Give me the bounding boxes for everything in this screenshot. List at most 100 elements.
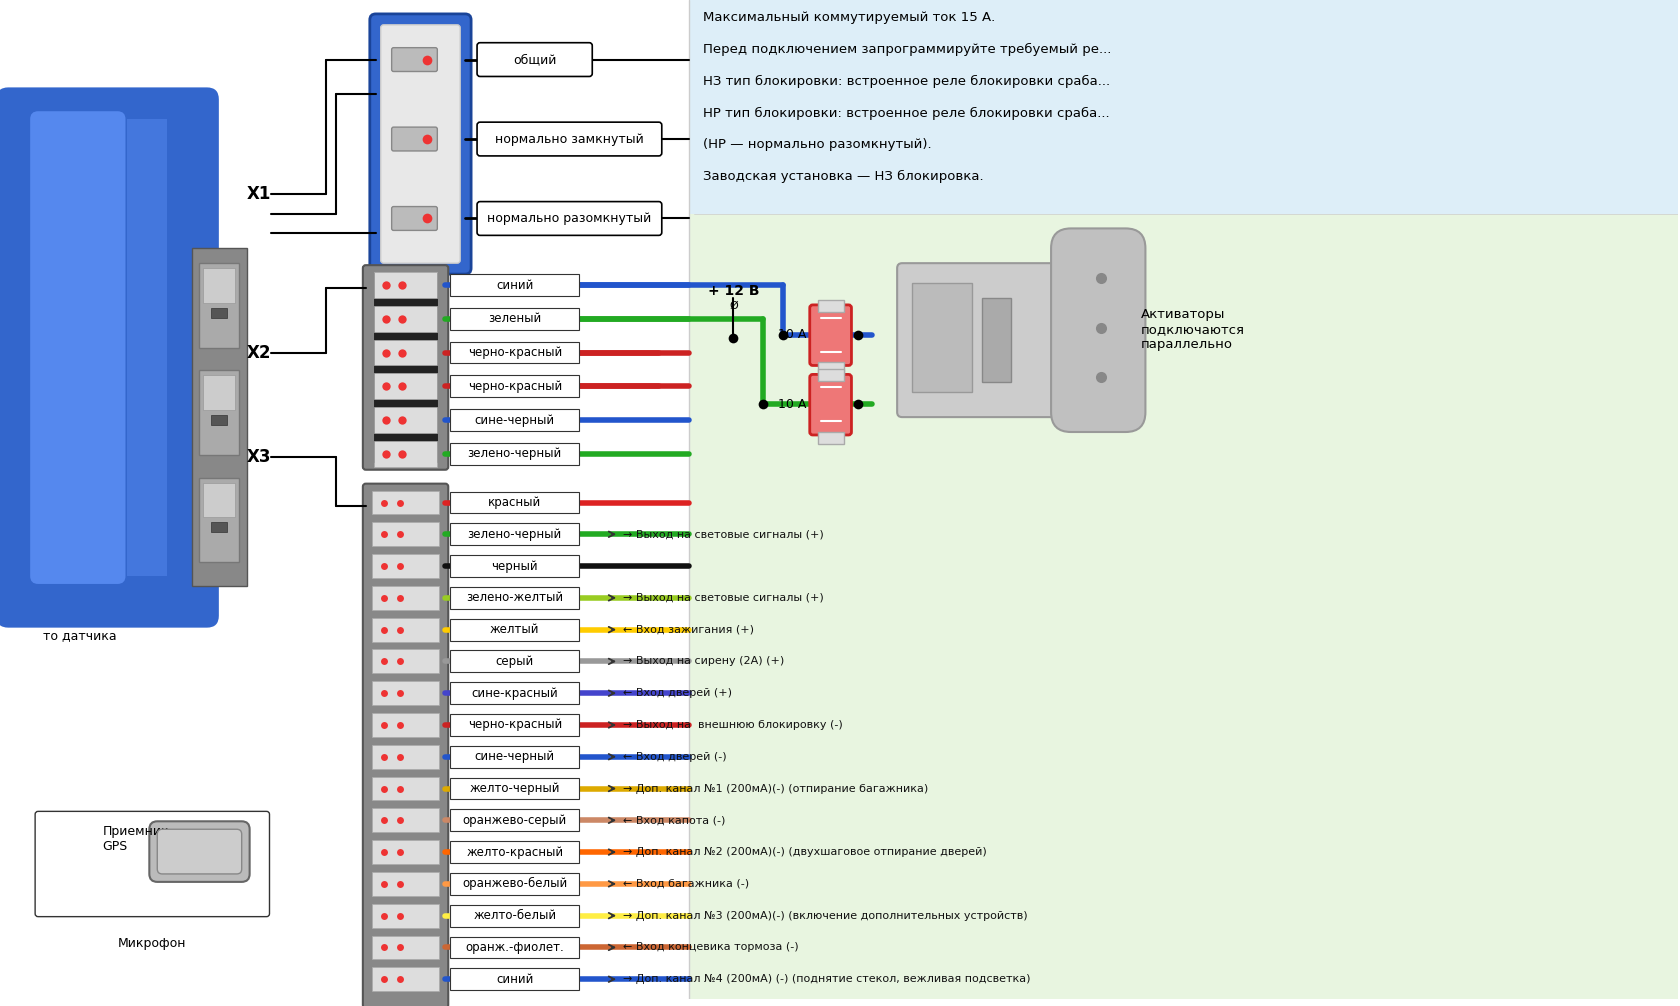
Bar xyxy=(210,522,227,532)
Bar xyxy=(371,840,438,864)
FancyBboxPatch shape xyxy=(363,266,449,470)
Bar xyxy=(210,415,227,426)
Bar xyxy=(450,274,580,296)
FancyBboxPatch shape xyxy=(158,829,242,874)
Bar xyxy=(689,213,1677,999)
Bar xyxy=(450,682,580,704)
Bar xyxy=(371,968,438,991)
FancyBboxPatch shape xyxy=(150,821,250,882)
Text: черно-красный: черно-красный xyxy=(467,380,561,392)
Text: (НР — нормально разомкнутый).: (НР — нормально разомкнутый). xyxy=(702,139,931,152)
Bar xyxy=(450,873,580,894)
Bar xyxy=(373,340,437,365)
Bar xyxy=(371,618,438,642)
Text: синий: синий xyxy=(496,973,533,986)
Bar xyxy=(816,369,843,381)
Bar xyxy=(371,491,438,514)
FancyBboxPatch shape xyxy=(897,264,1095,417)
Text: сине-черный: сине-черный xyxy=(474,413,554,427)
FancyBboxPatch shape xyxy=(391,47,437,71)
Bar xyxy=(450,745,580,768)
Text: → Доп. канал №3 (200мА)(-) (включение дополнительных устройств): → Доп. канал №3 (200мА)(-) (включение до… xyxy=(623,910,1026,920)
Text: желто-красный: желто-красный xyxy=(465,846,563,858)
Text: ← Вход дверей (-): ← Вход дверей (-) xyxy=(623,751,726,762)
Bar xyxy=(373,373,437,399)
Text: → Доп. канал №4 (200мА) (-) (поднятие стекол, вежливая подсветка): → Доп. канал №4 (200мА) (-) (поднятие ст… xyxy=(623,974,1030,984)
Text: ← Вход багажника (-): ← Вход багажника (-) xyxy=(623,879,749,889)
Text: Приемник
GPS: Приемник GPS xyxy=(102,825,170,853)
Bar xyxy=(450,904,580,927)
Bar xyxy=(371,744,438,769)
Text: ← Вход концевика тормоза (-): ← Вход концевика тормоза (-) xyxy=(623,943,798,953)
Bar xyxy=(450,651,580,672)
Text: нормально разомкнутый: нормально разомкнутый xyxy=(487,212,652,225)
FancyBboxPatch shape xyxy=(477,122,662,156)
Text: зеленый: зеленый xyxy=(487,312,541,325)
Bar xyxy=(450,308,580,330)
Bar xyxy=(373,407,437,433)
Text: НЗ тип блокировки: встроенное реле блокировки сраба...: НЗ тип блокировки: встроенное реле блоки… xyxy=(702,74,1110,88)
FancyBboxPatch shape xyxy=(391,206,437,230)
Text: оранжево-белый: оранжево-белый xyxy=(462,877,568,890)
Bar xyxy=(371,903,438,928)
Bar xyxy=(192,248,247,585)
Bar xyxy=(203,483,235,517)
Text: X2: X2 xyxy=(247,344,270,361)
Bar xyxy=(450,492,580,513)
Text: серый: серый xyxy=(496,655,534,668)
Bar xyxy=(981,298,1011,382)
Bar xyxy=(371,585,438,610)
Bar xyxy=(198,264,239,348)
Bar xyxy=(450,409,580,431)
Text: ← Вход дверей (+): ← Вход дверей (+) xyxy=(623,688,731,698)
Bar xyxy=(203,375,235,410)
Bar xyxy=(450,523,580,545)
Text: Микрофон: Микрофон xyxy=(118,937,186,950)
Text: общий: общий xyxy=(512,53,556,66)
Bar xyxy=(450,778,580,800)
Text: X3: X3 xyxy=(247,448,270,466)
Bar xyxy=(371,522,438,546)
Bar xyxy=(198,478,239,562)
Bar xyxy=(371,872,438,895)
Text: Максимальный коммутируемый ток 15 А.: Максимальный коммутируемый ток 15 А. xyxy=(702,11,995,24)
Bar xyxy=(912,283,971,392)
Bar xyxy=(450,841,580,863)
Text: → Выход на световые сигналы (+): → Выход на световые сигналы (+) xyxy=(623,529,823,539)
Text: ← Вход капота (-): ← Вход капота (-) xyxy=(623,815,726,825)
FancyBboxPatch shape xyxy=(363,484,449,1006)
Text: зелено-черный: зелено-черный xyxy=(467,528,561,541)
Bar xyxy=(128,119,166,576)
Text: сине-черный: сине-черный xyxy=(474,750,554,764)
Text: Заводская установка — НЗ блокировка.: Заводская установка — НЗ блокировка. xyxy=(702,170,983,183)
Text: черно-красный: черно-красный xyxy=(467,346,561,359)
Text: черно-красный: черно-красный xyxy=(467,718,561,731)
Text: → Выход на световые сигналы (+): → Выход на световые сигналы (+) xyxy=(623,593,823,603)
FancyBboxPatch shape xyxy=(477,201,662,235)
Bar xyxy=(450,342,580,363)
Text: оранж.-фиолет.: оранж.-фиолет. xyxy=(465,941,564,954)
Bar xyxy=(450,586,580,609)
Text: ← Вход зажигания (+): ← Вход зажигания (+) xyxy=(623,625,754,635)
Bar xyxy=(371,713,438,736)
Bar xyxy=(371,681,438,705)
Text: нормально замкнутый: нормально замкнутый xyxy=(494,133,643,146)
FancyBboxPatch shape xyxy=(370,14,470,274)
Bar xyxy=(198,370,239,455)
Bar xyxy=(371,809,438,832)
Text: желтый: желтый xyxy=(491,623,539,636)
Text: Активаторы
подключаются
параллельно: Активаторы подключаются параллельно xyxy=(1139,308,1243,351)
Text: X1: X1 xyxy=(247,185,270,202)
Bar xyxy=(373,306,437,332)
Text: сине-красный: сине-красный xyxy=(470,687,558,700)
FancyBboxPatch shape xyxy=(1050,228,1144,432)
Text: Перед подключением запрограммируйте требуемый ре...: Перед подключением запрограммируйте треб… xyxy=(702,43,1110,56)
Bar xyxy=(371,554,438,578)
Text: то датчика: то датчика xyxy=(44,629,116,642)
FancyBboxPatch shape xyxy=(810,374,852,435)
Bar xyxy=(371,936,438,960)
FancyBboxPatch shape xyxy=(380,25,460,264)
Text: красный: красный xyxy=(487,496,541,509)
Bar xyxy=(450,714,580,736)
Text: синий: синий xyxy=(496,279,533,292)
